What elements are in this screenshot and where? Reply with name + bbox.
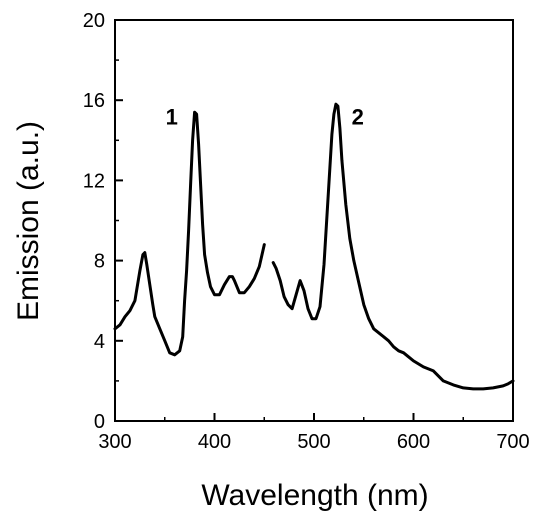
x-axis-title: Wavelength (nm) xyxy=(201,479,428,512)
plot-area xyxy=(114,19,514,422)
y-tick-label: 12 xyxy=(83,170,105,192)
x-tick-label: 500 xyxy=(297,431,330,453)
x-tick-label: 700 xyxy=(496,431,529,453)
y-tick-label: 20 xyxy=(83,10,105,32)
x-tick-label: 400 xyxy=(198,431,231,453)
plot-frame xyxy=(114,19,514,422)
emission-series-segment-1 xyxy=(113,110,266,357)
x-tick-label: 300 xyxy=(98,431,131,453)
y-axis-title: Emission (a.u.) xyxy=(12,121,45,321)
y-tick-label: 8 xyxy=(94,251,105,273)
y-tick-label: 0 xyxy=(94,411,105,433)
peak-label-2: 2 xyxy=(352,104,364,129)
series-layer xyxy=(113,102,515,391)
y-tick-label: 16 xyxy=(83,90,105,112)
x-tick-label: 600 xyxy=(397,431,430,453)
peak-label-1: 1 xyxy=(166,104,178,129)
emission-series-segment-2 xyxy=(271,102,515,391)
y-tick-label: 4 xyxy=(94,331,105,353)
